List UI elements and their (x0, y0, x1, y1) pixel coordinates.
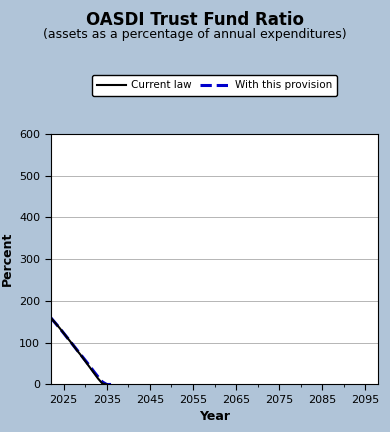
X-axis label: Year: Year (199, 410, 230, 423)
Y-axis label: Percent: Percent (1, 232, 14, 286)
Text: (assets as a percentage of annual expenditures): (assets as a percentage of annual expend… (43, 28, 347, 41)
Legend: Current law, With this provision: Current law, With this provision (92, 75, 337, 95)
Text: OASDI Trust Fund Ratio: OASDI Trust Fund Ratio (86, 11, 304, 29)
